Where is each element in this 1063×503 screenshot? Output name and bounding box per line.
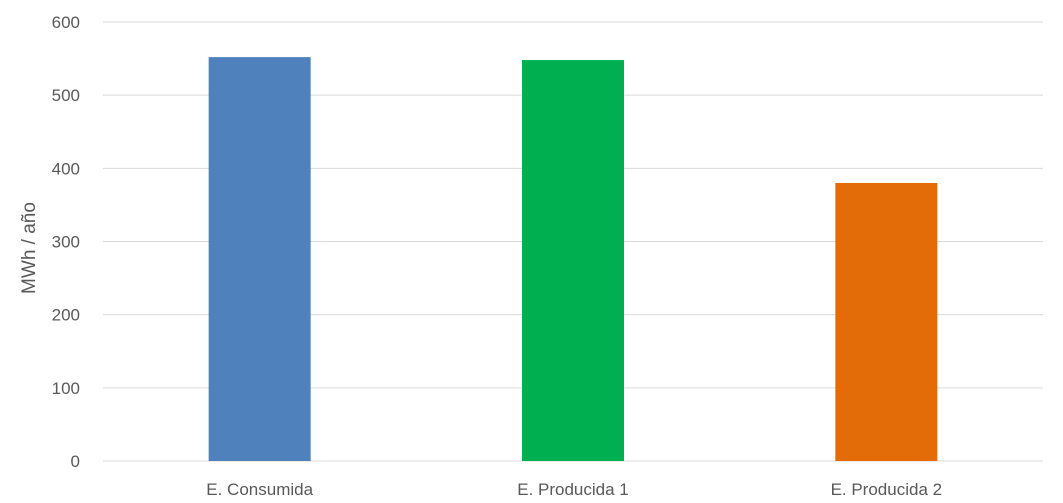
y-tick-label: 400 <box>52 159 80 178</box>
y-tick-label: 500 <box>52 86 80 105</box>
y-tick-label: 600 <box>52 13 80 32</box>
bar-1 <box>208 57 311 462</box>
x-axis-tick-labels: E. Consumida E. Producida 1 E. Producida 2 <box>206 480 942 499</box>
x-tick-label: E. Consumida <box>206 480 313 499</box>
x-tick-label: E. Producida 1 <box>517 480 629 499</box>
bars <box>208 57 938 462</box>
x-tick-label: E. Producida 2 <box>831 480 943 499</box>
bar-2 <box>522 60 624 462</box>
y-tick-label: 100 <box>52 379 80 398</box>
y-tick-label: 200 <box>52 306 80 325</box>
bar-3 <box>835 182 938 461</box>
y-axis-tick-labels: 0 100 200 300 400 500 600 <box>52 13 80 471</box>
y-tick-label: 0 <box>71 452 80 471</box>
y-tick-label: 300 <box>52 233 80 252</box>
y-axis-title: MWh / año <box>19 202 40 294</box>
